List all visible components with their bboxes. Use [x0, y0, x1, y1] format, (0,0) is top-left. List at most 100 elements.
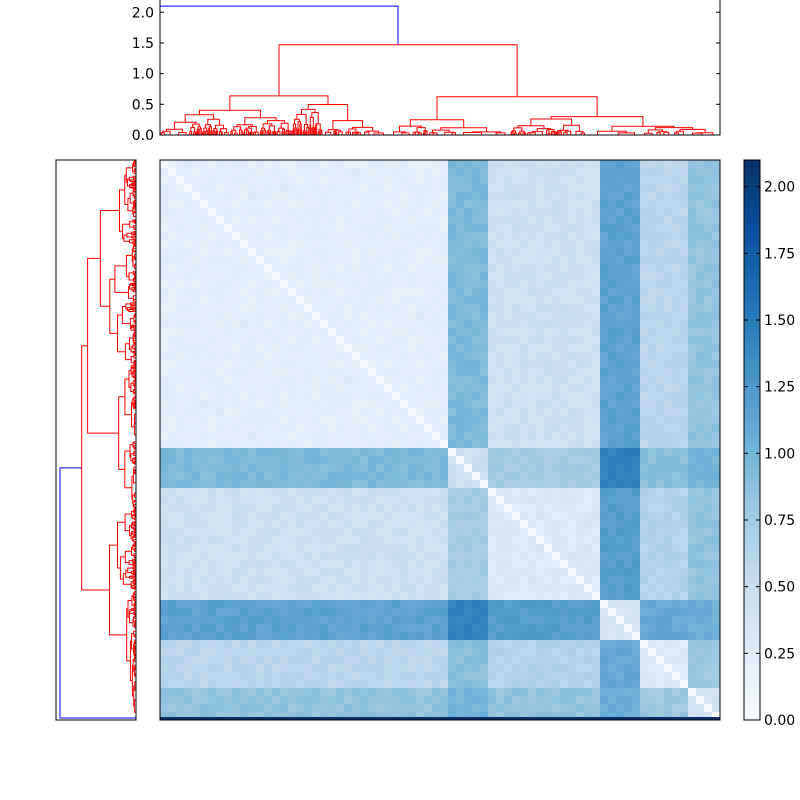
heatmap-cell	[344, 192, 353, 201]
heatmap-cell	[424, 184, 433, 193]
heatmap-cell	[464, 368, 473, 377]
heatmap-cell	[512, 240, 521, 249]
heatmap-cell	[256, 528, 265, 537]
heatmap-cell	[712, 176, 721, 185]
heatmap-cell	[248, 376, 257, 385]
heatmap-cell	[192, 312, 201, 321]
heatmap-cell	[320, 504, 329, 513]
heatmap-cell	[360, 520, 369, 529]
heatmap-cell	[248, 456, 257, 465]
heatmap-cell	[560, 160, 569, 169]
heatmap-cell	[288, 504, 297, 513]
heatmap-cell	[272, 440, 281, 449]
heatmap-cell	[496, 384, 505, 393]
heatmap-cell	[544, 440, 553, 449]
heatmap-cell	[576, 176, 585, 185]
left-dendrogram-link	[133, 587, 136, 590]
left-dendrogram-link	[134, 359, 136, 362]
heatmap-cell	[512, 296, 521, 305]
heatmap-cell	[344, 608, 353, 617]
heatmap-cell	[168, 496, 177, 505]
heatmap-cell	[184, 472, 193, 481]
left-dendrogram-link	[133, 372, 136, 375]
heatmap-cell	[680, 384, 689, 393]
heatmap-cell	[536, 448, 545, 457]
heatmap-cell	[304, 592, 313, 601]
heatmap-cell	[376, 376, 385, 385]
heatmap-cell	[288, 552, 297, 561]
heatmap-cell	[528, 496, 537, 505]
heatmap-cell	[640, 560, 649, 569]
heatmap-cell	[520, 480, 529, 489]
left-dendrogram-link	[109, 544, 127, 636]
heatmap-cell	[312, 616, 321, 625]
heatmap-cell	[216, 440, 225, 449]
heatmap-cell	[312, 256, 321, 265]
heatmap-cell	[560, 256, 569, 265]
heatmap-cell	[624, 280, 633, 289]
heatmap-cell	[664, 368, 673, 377]
heatmap-cell	[568, 368, 577, 377]
heatmap-cell	[624, 360, 633, 369]
heatmap-cell	[472, 352, 481, 361]
left-dendrogram-link	[129, 525, 132, 537]
heatmap-cell	[632, 184, 641, 193]
heatmap-cell	[384, 400, 393, 409]
heatmap-cell	[448, 344, 457, 353]
left-dendrogram-link	[121, 306, 131, 325]
heatmap-cell	[624, 288, 633, 297]
heatmap-cell	[208, 504, 217, 513]
heatmap-cell	[400, 408, 409, 417]
heatmap-cell	[488, 352, 497, 361]
heatmap-cell	[192, 264, 201, 273]
heatmap-cell	[336, 592, 345, 601]
heatmap-cell	[184, 392, 193, 401]
heatmap-cell	[672, 224, 681, 233]
heatmap-cell	[248, 336, 257, 345]
heatmap-cell	[520, 576, 529, 585]
heatmap-cell	[584, 272, 593, 281]
heatmap-cell	[488, 280, 497, 289]
heatmap-cell	[416, 288, 425, 297]
heatmap-cell	[480, 168, 489, 177]
heatmap-cell	[184, 232, 193, 241]
heatmap-cell	[328, 384, 337, 393]
heatmap-cell	[288, 560, 297, 569]
heatmap-cell	[544, 520, 553, 529]
heatmap-cell	[424, 640, 433, 649]
heatmap-cell	[264, 440, 273, 449]
heatmap-cell	[408, 608, 417, 617]
heatmap-cell	[408, 312, 417, 321]
heatmap-cell	[608, 160, 617, 169]
heatmap-cell	[192, 224, 201, 233]
heatmap-cell	[568, 288, 577, 297]
heatmap-cell	[480, 496, 489, 505]
heatmap-cell	[360, 424, 369, 433]
heatmap-cell	[456, 344, 465, 353]
heatmap-cell	[640, 312, 649, 321]
heatmap-cell	[344, 504, 353, 513]
top-dendrogram-y-tick-label: 0.5	[132, 97, 154, 113]
heatmap-cell	[656, 344, 665, 353]
heatmap-cell	[384, 224, 393, 233]
left-dendrogram-link	[132, 238, 136, 241]
heatmap-cell	[600, 664, 609, 673]
heatmap-cell	[552, 216, 561, 225]
left-dendrogram-link	[133, 450, 136, 454]
heatmap-cell	[360, 160, 369, 169]
heatmap-cell	[680, 448, 689, 457]
heatmap-cell	[264, 608, 273, 617]
heatmap-cell	[664, 440, 673, 449]
heatmap-cell	[216, 616, 225, 625]
heatmap-cell	[640, 192, 649, 201]
left-dendrogram-link	[131, 595, 135, 606]
heatmap-cell	[664, 280, 673, 289]
heatmap-cell	[680, 352, 689, 361]
heatmap-cell	[528, 408, 537, 417]
heatmap-cell	[448, 648, 457, 657]
heatmap-cell	[272, 584, 281, 593]
left-dendrogram-link	[134, 623, 136, 626]
heatmap-cell	[392, 448, 401, 457]
left-dendrogram-link	[129, 220, 134, 228]
heatmap-cell	[376, 512, 385, 521]
